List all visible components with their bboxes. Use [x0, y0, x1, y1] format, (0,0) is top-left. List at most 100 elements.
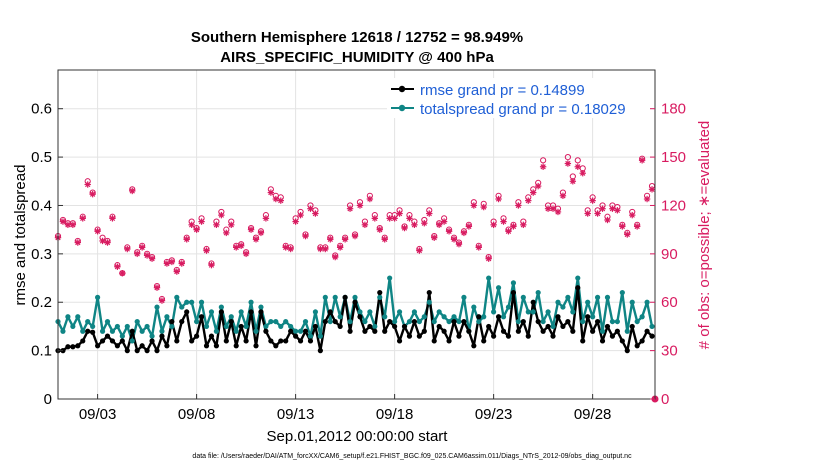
obs-evaluated-marker	[257, 229, 265, 237]
obs-evaluated-stroke	[609, 206, 616, 212]
rmse-point	[515, 328, 521, 334]
obs-evaluated-stroke	[149, 256, 155, 262]
obs-evaluated-marker	[69, 221, 77, 229]
obs-evaluated-stroke	[619, 223, 625, 230]
obs-evaluated-marker	[495, 195, 502, 203]
obs-evaluated-stroke	[604, 217, 611, 223]
spread-point	[580, 318, 586, 325]
rmse-point	[624, 348, 630, 354]
obs-evaluated-stroke	[273, 196, 279, 202]
rmse-point	[243, 338, 249, 344]
rmse-point	[357, 314, 363, 320]
rmse-point	[392, 323, 398, 330]
rmse-point	[367, 323, 373, 330]
spread-point	[476, 318, 482, 325]
rmse-point	[99, 338, 106, 344]
footer-data-file: data file: /Users/raeder/DAI/ATM_forcXX/…	[192, 453, 632, 460]
rmse-point	[198, 314, 205, 320]
y-axis-label: rmse and totalspread	[12, 165, 29, 306]
spread-point	[144, 323, 150, 330]
obs-evaluated-marker	[213, 221, 220, 229]
obs-evaluated-stroke	[65, 222, 71, 228]
obs-evaluated-marker	[228, 221, 235, 229]
spread-point	[194, 318, 200, 325]
obs-evaluated-marker	[292, 218, 299, 225]
chart-subtitle: AIRS_SPECIFIC_HUMIDITY @ 400 hPa	[220, 49, 494, 66]
spread-point	[500, 314, 507, 320]
spread-point	[575, 275, 581, 281]
obs-evaluated-stroke	[446, 228, 452, 234]
obs-evaluated-stroke	[649, 186, 655, 193]
obs-evaluated-marker	[475, 244, 482, 251]
obs-evaluated-stroke	[198, 218, 205, 225]
series-markers	[54, 153, 659, 403]
rmse-point	[164, 343, 170, 349]
obs-evaluated-marker	[549, 205, 557, 212]
obs-evaluated-stroke	[188, 222, 195, 228]
obs-evaluated-stroke	[570, 178, 576, 184]
obs-evaluated-marker	[376, 226, 383, 233]
obs-evaluated-stroke	[585, 210, 591, 217]
y-tick-label: 0.3	[31, 246, 52, 263]
spread-point	[129, 338, 135, 344]
obs-evaluated-stroke	[99, 238, 106, 244]
obs-evaluated-marker	[505, 228, 512, 235]
obs-evaluated-marker	[460, 229, 468, 237]
obs-evaluated-stroke	[223, 230, 229, 236]
spread-point	[109, 328, 116, 334]
x-tick-label: 09/13	[277, 406, 315, 423]
obs-evaluated-stroke	[184, 236, 190, 243]
obs-evaluated-stroke	[416, 247, 423, 254]
obs-evaluated-marker	[515, 202, 522, 209]
obs-evaluated-stroke	[80, 215, 86, 222]
obs-evaluated-marker	[391, 215, 398, 222]
obs-possible-marker	[540, 157, 547, 164]
rmse-point	[293, 333, 299, 339]
rmse-point	[70, 344, 76, 350]
obs-evaluated-stroke	[169, 259, 175, 265]
spread-point	[441, 314, 447, 320]
obs-evaluated-marker	[104, 239, 111, 246]
y2-tick-label: 60	[661, 294, 678, 311]
obs-evaluated-stroke	[307, 206, 314, 212]
rmse-point	[565, 318, 571, 325]
obs-evaluated-marker	[426, 210, 433, 217]
spread-point	[357, 309, 363, 315]
obs-evaluated-marker	[638, 157, 646, 164]
obs-evaluated-stroke	[550, 206, 556, 212]
obs-evaluated-marker	[317, 245, 324, 253]
obs-evaluated-stroke	[154, 285, 160, 291]
obs-evaluated-marker	[629, 211, 636, 219]
obs-evaluated-marker	[163, 260, 171, 267]
obs-evaluated-marker	[277, 197, 284, 204]
rmse-point	[535, 318, 541, 325]
spread-point	[347, 318, 353, 325]
obs-evaluated-marker	[396, 210, 403, 217]
obs-evaluated-marker	[148, 255, 156, 262]
obs-evaluated-stroke	[486, 256, 492, 262]
spread-point	[550, 323, 556, 330]
obs-evaluated-marker	[371, 215, 379, 222]
obs-evaluated-marker	[416, 247, 423, 254]
obs-evaluated-marker	[614, 207, 621, 214]
rmse-point	[540, 328, 546, 334]
obs-evaluated-stroke	[490, 222, 497, 228]
obs-evaluated-marker	[262, 215, 270, 222]
obs-evaluated-stroke	[228, 222, 234, 228]
rmse-point	[322, 318, 328, 325]
spread-point	[634, 318, 640, 325]
rmse-point	[119, 338, 125, 344]
obs-evaluated-stroke	[555, 209, 561, 215]
y2-tick-label: 0	[661, 391, 669, 408]
obs-evaluated-marker	[183, 236, 190, 243]
spread-point	[258, 304, 264, 310]
obs-evaluated-stroke	[263, 215, 269, 222]
legend-rmse-marker	[398, 85, 406, 93]
spread-point	[481, 314, 487, 320]
spread-point	[248, 299, 254, 305]
rmse-point	[213, 343, 220, 349]
spread-point	[565, 294, 571, 300]
spread-point	[99, 328, 106, 334]
obs-evaluated-marker	[64, 221, 72, 229]
obs-evaluated-marker	[252, 236, 260, 243]
